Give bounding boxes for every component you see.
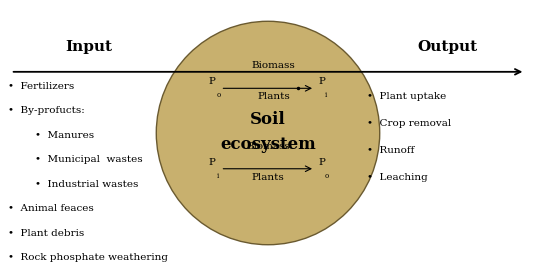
Text: •  Animal feaces: • Animal feaces <box>8 204 94 213</box>
Text: •  Runoff: • Runoff <box>367 146 414 155</box>
Text: •  Municipal  wastes: • Municipal wastes <box>35 155 143 164</box>
Text: i: i <box>325 91 327 99</box>
Text: P: P <box>209 158 215 167</box>
Text: Biomass: Biomass <box>252 61 295 70</box>
Text: Plants: Plants <box>257 92 290 101</box>
Text: ecosystem: ecosystem <box>220 136 316 153</box>
Text: o: o <box>325 172 329 180</box>
Text: •  Plant debris: • Plant debris <box>8 229 84 238</box>
Circle shape <box>157 21 379 245</box>
Text: Output: Output <box>418 40 478 54</box>
Text: Input: Input <box>65 40 112 54</box>
Text: Biomass: Biomass <box>246 142 290 151</box>
Text: o: o <box>217 91 221 99</box>
Text: •  Plant uptake: • Plant uptake <box>367 92 446 101</box>
Text: •  Crop removal: • Crop removal <box>367 119 451 128</box>
Text: •  Leaching: • Leaching <box>367 173 428 182</box>
Text: Soil: Soil <box>250 111 286 128</box>
Text: P: P <box>319 158 326 167</box>
Text: •  Industrial wastes: • Industrial wastes <box>35 180 138 189</box>
Text: •  Rock phosphate weathering: • Rock phosphate weathering <box>8 253 168 262</box>
Text: i: i <box>217 172 219 180</box>
Text: Plants: Plants <box>251 173 285 182</box>
Text: •  Manures: • Manures <box>35 131 94 140</box>
Text: •  Fertilizers: • Fertilizers <box>8 82 75 91</box>
Text: P: P <box>209 77 215 86</box>
Text: •  By-profucts:: • By-profucts: <box>8 106 85 115</box>
Text: P: P <box>319 77 326 86</box>
